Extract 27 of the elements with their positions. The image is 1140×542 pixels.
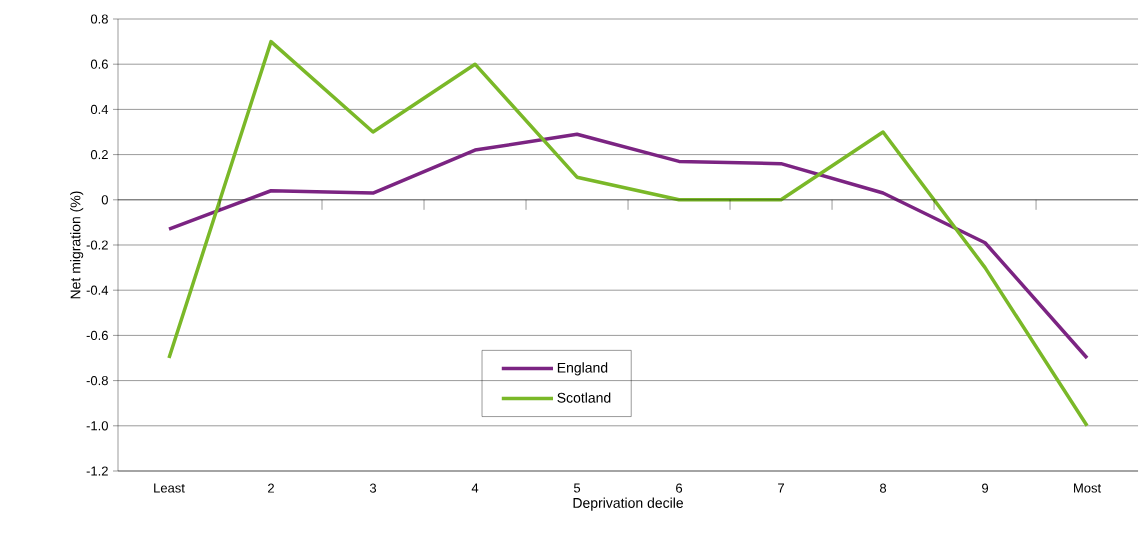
y-tick-label: 0 — [101, 195, 108, 205]
y-tick-label: -0.4 — [86, 285, 109, 295]
x-tick-label: 2 — [268, 483, 274, 493]
x-tick-label: 4 — [471, 483, 479, 493]
x-tick-label: Most — [1074, 483, 1102, 493]
line-series — [167, 132, 1089, 360]
legend-label: Scotland — [557, 392, 611, 403]
y-tick-label: 0.4 — [90, 104, 109, 114]
y-tick-label: -1.2 — [86, 466, 108, 476]
x-tick-label: 3 — [369, 483, 377, 493]
legend-label: England — [557, 362, 608, 376]
x-axis-title: Deprivation decile — [573, 497, 684, 511]
x-tick-label: 9 — [982, 483, 989, 493]
x-tick-label: 5 — [573, 483, 581, 493]
y-tick-label: -0.8 — [86, 375, 108, 386]
x-tick-label: 6 — [676, 483, 683, 493]
x-tick-label: 7 — [778, 483, 784, 493]
y-tick-label: -0.2 — [86, 240, 108, 250]
y-axis-title: Net migration (%) — [70, 191, 84, 299]
x-tick-label: 8 — [880, 483, 887, 493]
line-series — [167, 39, 1089, 428]
x-tick-label: Least — [154, 483, 185, 493]
y-tick-label: -1.0 — [86, 421, 108, 431]
y-tick-label: 0.2 — [90, 149, 108, 160]
y-tick-label: -0.6 — [86, 330, 108, 340]
y-tick-label: 0.8 — [90, 14, 108, 24]
y-tick-label: 0.6 — [90, 59, 108, 69]
